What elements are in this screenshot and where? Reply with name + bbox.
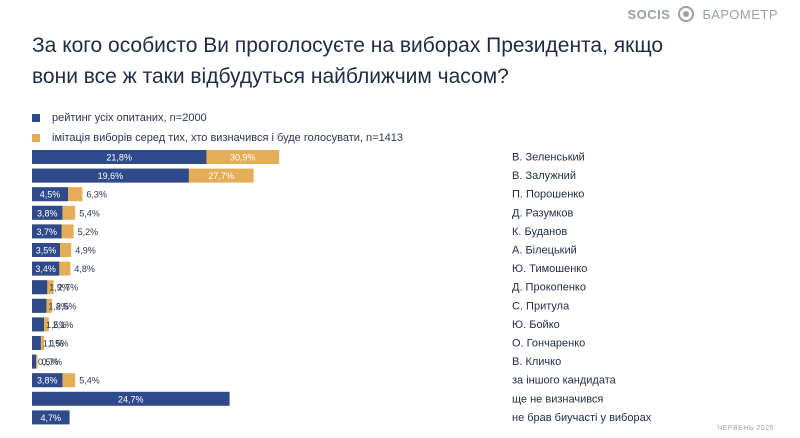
bar-series-1 xyxy=(32,280,48,295)
data-label-series-1: 1,9% xyxy=(49,283,70,293)
data-label-series-1: 1,8% xyxy=(48,301,69,311)
brand-logo: SOCIS xyxy=(627,6,671,22)
bar-series-1 xyxy=(32,373,63,388)
bar-series-1 xyxy=(32,243,60,257)
category-label: Ю. Бойко xyxy=(512,319,560,331)
data-label-series-1: 21,8% xyxy=(106,153,132,163)
legend-label-series-2: імітація виборів серед тих, хто визначив… xyxy=(52,132,404,144)
bar-series-1 xyxy=(32,224,62,239)
category-label: за іншого кандидата xyxy=(512,375,617,387)
data-label-series-1: 1,5% xyxy=(46,320,67,330)
category-label: В. Зеленський xyxy=(512,152,585,164)
bar-series-1 xyxy=(32,336,41,350)
brand: SOCIS БАРОМЕТР xyxy=(628,6,779,22)
data-label-series-1: 3,5% xyxy=(36,246,57,256)
category-label: В. Кличко xyxy=(512,356,561,368)
brand-icon xyxy=(678,6,695,22)
category-label: П. Порошенко xyxy=(512,189,584,201)
chart-title: За кого особисто Ви проголосуєте на вибо… xyxy=(32,34,664,88)
footer-date: ЧЕРВЕНЬ 2025 xyxy=(717,425,774,432)
data-label-series-2: 30,9% xyxy=(230,153,256,163)
category-label: К. Буданов xyxy=(512,226,567,238)
bar-series-1 xyxy=(32,410,70,425)
data-label-series-1: 24,7% xyxy=(118,394,144,404)
data-label-series-1: 3,4% xyxy=(35,264,56,274)
legend: рейтинг усіх опитаних, n=2000 імітація в… xyxy=(32,108,403,148)
legend-swatch-series-1 xyxy=(32,114,40,122)
category-label: Д. Разумков xyxy=(512,207,573,219)
category-label: ще не визначився xyxy=(512,393,603,405)
bar-series-1 xyxy=(32,298,47,313)
data-label-series-2: 2,5% xyxy=(56,301,77,311)
category-label: О. Гончаренко xyxy=(512,338,585,350)
data-label-series-1: 3,7% xyxy=(37,227,58,237)
data-label-series-1: 1,1% xyxy=(43,339,64,349)
category-label: Д. Прокопенко xyxy=(512,282,586,294)
legend-item-series-2: імітація виборів серед тих, хто визначив… xyxy=(32,128,403,148)
legend-swatch-series-2 xyxy=(32,134,40,142)
legend-item-series-1: рейтинг усіх опитаних, n=2000 xyxy=(32,108,403,128)
bar-series-1 xyxy=(32,205,63,220)
data-label-series-2: 5,4% xyxy=(79,376,100,386)
bar-series-1 xyxy=(32,150,207,164)
category-label: В. Залужний xyxy=(512,170,576,182)
data-label-series-2: 5,4% xyxy=(79,208,100,218)
bar-series-1 xyxy=(32,391,230,406)
data-label-series-2: 2,7% xyxy=(58,283,79,293)
data-label-series-1: 4,7% xyxy=(41,413,62,423)
bar-series-1 xyxy=(32,168,189,183)
data-label-series-2: 2,1% xyxy=(53,320,74,330)
data-label-series-1: 3,8% xyxy=(37,376,58,386)
data-label-series-2: 5,2% xyxy=(78,227,99,237)
brand-label: БАРОМЕТР xyxy=(702,6,778,22)
data-label-series-2: 0,7% xyxy=(42,357,63,367)
data-label-series-1: 19,6% xyxy=(98,171,124,181)
data-label-series-1: 0,5% xyxy=(38,357,59,367)
legend-label-series-1: рейтинг усіх опитаних, n=2000 xyxy=(52,112,207,124)
category-label: С. Притула xyxy=(512,300,570,312)
data-label-series-2: 1,5% xyxy=(48,339,69,349)
data-label-series-2: 4,9% xyxy=(75,246,96,256)
category-label: не брав биучасті у виборах xyxy=(512,412,652,424)
category-label: А. Білецький xyxy=(512,245,577,257)
bar-series-1 xyxy=(32,354,36,369)
category-label: Ю. Тимошенко xyxy=(512,263,587,275)
bar-series-1 xyxy=(32,261,60,276)
data-label-series-2: 6,3% xyxy=(86,190,107,200)
bar-series-1 xyxy=(32,187,68,202)
data-label-series-2: 4,8% xyxy=(74,264,95,274)
data-label-series-1: 4,5% xyxy=(40,190,61,200)
bar-series-1 xyxy=(32,317,44,332)
data-label-series-1: 3,8% xyxy=(37,208,58,218)
data-label-series-2: 27,7% xyxy=(208,171,234,181)
